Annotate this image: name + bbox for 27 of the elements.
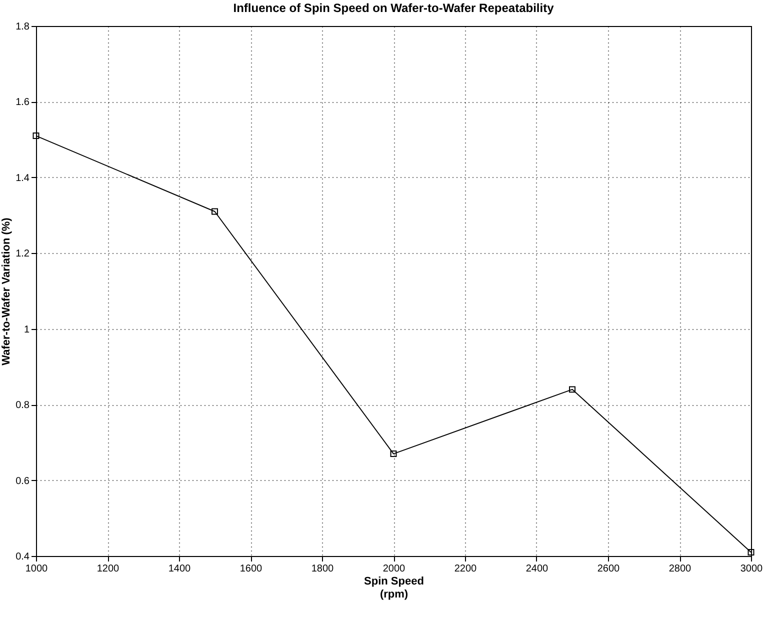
chart-title: Influence of Spin Speed on Wafer-to-Wafer Repeatability bbox=[233, 1, 554, 15]
point bbox=[390, 450, 397, 458]
x-tick-label: 2400 bbox=[526, 564, 549, 574]
x-tick-label: 2000 bbox=[382, 564, 406, 574]
y-tick-label: 0.4 bbox=[16, 552, 30, 562]
x-tick-label: 1000 bbox=[25, 564, 48, 574]
x-tick-label: 1600 bbox=[240, 564, 263, 574]
x-tick-label: 2800 bbox=[668, 564, 692, 574]
x-tick-label: 1400 bbox=[168, 564, 192, 574]
y-tick-label: 0.6 bbox=[16, 476, 30, 487]
x-tick-label: 1200 bbox=[96, 564, 120, 574]
y-axis-title: Wafer-to-Wafer Variation (%) bbox=[0, 217, 13, 366]
x-tick-label: 3000 bbox=[740, 564, 764, 574]
y-tick-label: 1.8 bbox=[16, 22, 30, 32]
point bbox=[569, 386, 576, 393]
y-tick-label: 1 bbox=[24, 324, 30, 336]
x-tick-label: 2200 bbox=[454, 564, 478, 574]
y-tick-label: 1.4 bbox=[16, 172, 30, 184]
x-tick-label: 2600 bbox=[597, 564, 620, 574]
point bbox=[212, 208, 218, 215]
x-tick-label: 1800 bbox=[311, 564, 334, 574]
y-tick-label: 1.2 bbox=[16, 248, 30, 260]
x-axis-title: Spin Speed (rpm) bbox=[364, 576, 424, 600]
y-tick-label: 0.8 bbox=[16, 400, 30, 412]
point bbox=[748, 548, 754, 556]
point bbox=[32, 132, 40, 140]
y-tick-label: 1.6 bbox=[16, 97, 30, 108]
